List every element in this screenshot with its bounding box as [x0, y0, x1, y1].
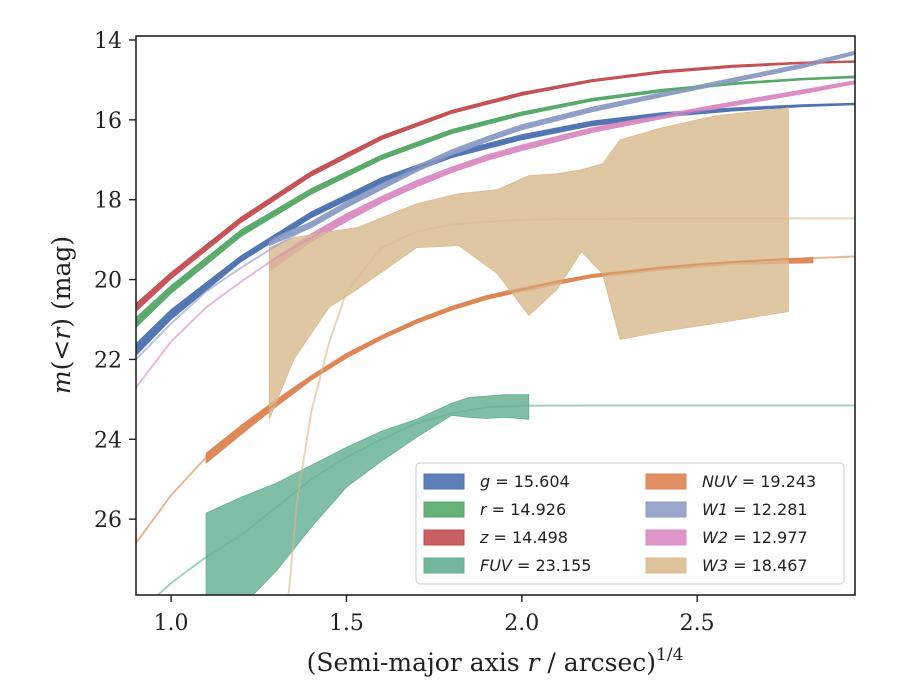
- model-line-fuv: [156, 404, 855, 595]
- model-line-w1: [136, 51, 855, 361]
- band-w1: [268, 50, 855, 247]
- plot-frame: [135, 35, 856, 596]
- legend-swatch-w1: [645, 501, 687, 518]
- legend-box: [415, 462, 845, 585]
- legend-label-z: z = 14.498: [479, 528, 568, 547]
- model-line-r: [136, 76, 855, 325]
- legend-label-w2: W2 = 12.977: [702, 528, 808, 547]
- band-nuv: [205, 257, 814, 465]
- model-line-nuv: [136, 255, 855, 544]
- legend: g = 15.604 r = 14.926 z = 14.498 FUV = 23.1…: [415, 462, 845, 585]
- legend-swatch-r: [423, 501, 465, 518]
- x-axis-label: (Semi-major axis r / arcsec)1/4: [307, 645, 684, 677]
- x-tick-label: 2.0: [504, 611, 539, 636]
- legend-swatch-w3: [645, 557, 687, 574]
- legend-label-r: r = 14.926: [480, 500, 566, 519]
- band-g: [136, 102, 855, 356]
- legend-label-fuv: FUV = 23.155: [480, 556, 591, 575]
- legend-swatch-g: [423, 473, 465, 490]
- y-tick-label: 26: [94, 508, 122, 533]
- line-layer: [136, 51, 855, 595]
- y-axis-label: m(<r) (mag): [47, 236, 76, 394]
- y-axis: 14 16 18 20 22 24 26: [94, 29, 136, 533]
- band-fuv: [205, 394, 530, 595]
- model-line-g: [136, 103, 855, 353]
- legend-label-nuv: NUV = 19.243: [702, 472, 816, 491]
- y-tick-label: 18: [94, 189, 122, 214]
- x-tick-label: 2.5: [680, 611, 715, 636]
- y-tick-label: 22: [94, 348, 122, 373]
- band-r: [136, 75, 855, 329]
- y-tick-label: 20: [94, 269, 122, 294]
- band-w2: [268, 80, 855, 273]
- band-layer: [136, 50, 855, 595]
- model-line-w2: [136, 81, 855, 389]
- legend-swatch-z: [423, 529, 465, 546]
- model-line-w3: [287, 217, 855, 595]
- legend-label-w1: W1 = 12.281: [702, 500, 808, 519]
- legend-swatch-nuv: [645, 473, 687, 490]
- band-w3: [268, 107, 789, 420]
- y-tick-label: 14: [94, 29, 122, 54]
- x-axis: 1.0 1.5 2.0 2.5: [154, 595, 715, 636]
- x-tick-label: 1.0: [154, 611, 189, 636]
- y-tick-label: 24: [94, 428, 122, 453]
- y-tick-label: 16: [94, 109, 122, 134]
- band-z: [136, 60, 855, 313]
- legend-swatch-w2: [645, 529, 687, 546]
- x-tick-label: 1.5: [329, 611, 364, 636]
- legend-label-w3: W3 = 18.467: [702, 556, 808, 575]
- legend-swatch-fuv: [423, 557, 465, 574]
- model-line-z: [136, 60, 855, 309]
- legend-label-g: g = 15.604: [480, 472, 570, 491]
